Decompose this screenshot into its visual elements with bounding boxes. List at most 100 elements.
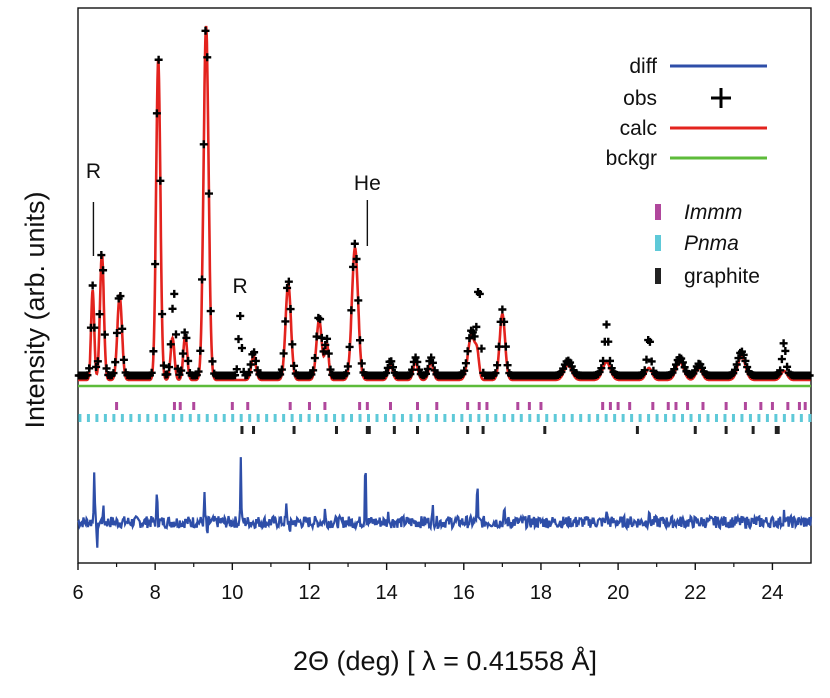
obs-point: [781, 346, 790, 355]
pnma-tick: [197, 414, 201, 422]
obs-point: [112, 328, 121, 337]
immm-tick: [516, 402, 520, 410]
pnma-tick: [341, 414, 345, 422]
x-tick-label: 16: [453, 582, 475, 604]
immm-tick: [485, 402, 489, 410]
pnma-tick: [511, 414, 515, 422]
immm-tick: [192, 402, 196, 410]
pnma-tick: [248, 414, 252, 422]
graphite-tick: [367, 426, 371, 434]
obs-point: [356, 336, 365, 345]
immm-tick: [803, 402, 807, 410]
obs-point: [388, 363, 397, 372]
pnma-tick: [519, 414, 523, 422]
x-tick-label: 18: [530, 582, 552, 604]
obs-point: [237, 344, 246, 353]
immm-tick: [651, 402, 655, 410]
obs-point: [88, 281, 97, 290]
obs-point: [357, 359, 366, 368]
obs-point: [170, 289, 179, 298]
obs-point: [597, 364, 606, 373]
pnma-tick: [383, 414, 387, 422]
obs-point: [310, 354, 319, 363]
obs-point: [196, 346, 205, 355]
obs-point: [730, 365, 739, 374]
obs-point: [118, 324, 127, 333]
pnma-tick: [477, 414, 481, 422]
obs-point: [149, 347, 158, 356]
obs-point: [647, 357, 656, 366]
plot-frame: [77, 7, 812, 564]
obs-point: [277, 365, 286, 374]
pnma-tick: [366, 414, 370, 422]
pnma-tick: [299, 414, 303, 422]
obs-point: [470, 332, 479, 341]
pnma-tick: [154, 414, 158, 422]
obs-point: [165, 363, 174, 372]
pnma-tick: [171, 414, 175, 422]
graphite-tick: [543, 426, 547, 434]
pnma-tick: [638, 414, 642, 422]
obs-point: [166, 340, 175, 349]
obs-point: [284, 277, 293, 286]
phase-tick-layer: [78, 402, 812, 434]
pnma-tick: [655, 414, 659, 422]
immm-tick: [323, 402, 327, 410]
graphite-tick: [751, 426, 755, 434]
immm-tick: [616, 402, 620, 410]
x-tick-label: 12: [298, 582, 320, 604]
pnma-tick: [180, 414, 184, 422]
obs-point: [206, 307, 215, 316]
obs-point: [493, 361, 502, 370]
pnma-tick: [163, 414, 167, 422]
immm-tick: [743, 402, 747, 410]
obs-point: [286, 305, 295, 314]
immm-tick: [701, 402, 705, 410]
obs-point: [559, 364, 568, 373]
x-tick-label: 24: [761, 582, 783, 604]
phase-swatch: [655, 204, 661, 220]
obs-point: [645, 337, 654, 346]
obs-layer: [74, 26, 814, 380]
legend-label: diff: [629, 55, 657, 78]
annotation-label: He: [354, 172, 381, 195]
diff-line: [77, 457, 813, 548]
obs-point: [198, 275, 207, 284]
pnma-tick: [799, 414, 803, 422]
obs-point: [116, 292, 125, 301]
pnma-tick: [630, 414, 634, 422]
obs-point: [428, 358, 437, 367]
pnma-tick: [222, 414, 226, 422]
obs-point: [503, 361, 512, 370]
obs-point: [92, 362, 101, 371]
obs-point: [350, 239, 359, 248]
phase-label: Pnma: [684, 232, 739, 255]
immm-tick: [435, 402, 439, 410]
graphite-tick: [776, 426, 780, 434]
pnma-tick: [528, 414, 532, 422]
obs-point: [606, 356, 615, 365]
immm-tick: [307, 402, 311, 410]
obs-point: [413, 357, 422, 366]
obs-point: [109, 369, 118, 378]
annotation-label: R: [232, 275, 247, 298]
phase-swatch: [655, 268, 661, 284]
pnma-tick: [536, 414, 540, 422]
immm-tick: [759, 402, 763, 410]
obs-point: [178, 349, 187, 358]
obs-point: [234, 335, 243, 344]
pnma-tick: [214, 414, 218, 422]
pnma-tick: [587, 414, 591, 422]
graphite-tick: [466, 426, 470, 434]
obs-point: [352, 255, 361, 264]
x-tick-label: 8: [150, 582, 161, 604]
pnma-tick: [358, 414, 362, 422]
obs-point: [743, 363, 752, 372]
immm-tick: [365, 402, 369, 410]
obs-point: [477, 344, 486, 353]
immm-tick: [608, 402, 612, 410]
obs-point: [321, 340, 330, 349]
obs-point: [671, 360, 680, 369]
calc-line: [78, 25, 811, 382]
obs-point: [599, 356, 608, 365]
